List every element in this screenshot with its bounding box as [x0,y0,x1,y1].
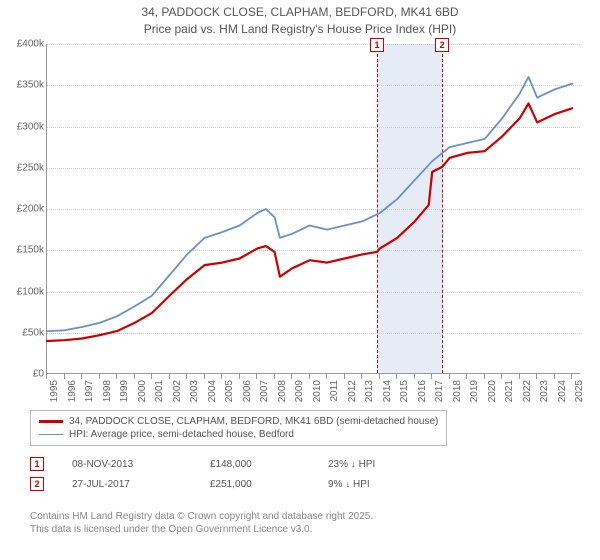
x-tick-label: 1995 [49,380,60,402]
events-row: 1 08-NOV-2013 £148,000 23% ↓ HPI [30,454,375,474]
x-tick-label: 2010 [312,380,323,402]
footer-line1: Contains HM Land Registry data © Crown c… [30,510,373,523]
x-tick-label: 2016 [417,380,428,402]
title-line1: 34, PADDOCK CLOSE, CLAPHAM, BEDFORD, MK4… [0,4,600,21]
events-row-price: £251,000 [210,479,300,490]
legend-label: 34, PADDOCK CLOSE, CLAPHAM, BEDFORD, MK4… [69,416,438,427]
x-tick-label: 2020 [487,380,498,402]
chart-title: 34, PADDOCK CLOSE, CLAPHAM, BEDFORD, MK4… [0,0,600,42]
legend-row: 34, PADDOCK CLOSE, CLAPHAM, BEDFORD, MK4… [39,415,438,428]
y-tick-label: £250k [17,162,44,173]
y-tick-label: £150k [17,245,44,256]
footer-line2: This data is licensed under the Open Gov… [30,523,373,536]
x-tick-label: 2014 [382,380,393,402]
x-tick [571,374,572,379]
x-tick [99,374,100,379]
x-tick [396,374,397,379]
x-tick-label: 2005 [224,380,235,402]
x-tick [379,374,380,379]
events-row-price: £148,000 [210,459,300,470]
events-row-date: 27-JUL-2017 [72,479,182,490]
legend-swatch [39,434,63,436]
x-tick [81,374,82,379]
x-tick [46,374,47,379]
events-row-date: 08-NOV-2013 [72,459,182,470]
x-tick [169,374,170,379]
x-tick [326,374,327,379]
y-tick-label: £350k [17,80,44,91]
x-tick-label: 1999 [119,380,130,402]
x-tick-label: 2007 [259,380,270,402]
x-tick-label: 2004 [207,380,218,402]
legend-swatch [39,420,63,423]
events-row-badge: 1 [30,457,44,471]
x-tick-label: 2012 [347,380,358,402]
legend-row: HPI: Average price, semi-detached house,… [39,428,438,441]
events-row-delta: 23% ↓ HPI [328,459,375,470]
x-tick [554,374,555,379]
x-tick [466,374,467,379]
y-tick-label: £200k [17,204,44,215]
y-tick-label: £100k [17,286,44,297]
x-tick-label: 2021 [504,380,515,402]
x-tick-label: 2003 [189,380,200,402]
x-tick [344,374,345,379]
x-tick-label: 2018 [452,380,463,402]
events-row-badge: 2 [30,477,44,491]
x-tick [151,374,152,379]
x-tick-label: 2017 [434,380,445,402]
x-tick-label: 1996 [67,380,78,402]
x-tick [536,374,537,379]
footer-attribution: Contains HM Land Registry data © Crown c… [30,510,373,536]
y-tick-label: £50k [22,327,44,338]
x-tick [431,374,432,379]
x-tick [361,374,362,379]
x-tick-label: 2000 [137,380,148,402]
x-tick [501,374,502,379]
x-tick [484,374,485,379]
chart-plot-area: 12 [46,44,580,374]
x-tick [239,374,240,379]
x-tick [116,374,117,379]
x-tick [186,374,187,379]
x-tick-label: 1997 [84,380,95,402]
x-tick [134,374,135,379]
x-tick [519,374,520,379]
x-tick [309,374,310,379]
x-tick-label: 2025 [574,380,585,402]
x-tick-label: 2024 [557,380,568,402]
x-tick-label: 2011 [329,380,340,402]
line-plot-svg [47,44,581,374]
legend-label: HPI: Average price, semi-detached house,… [69,429,294,440]
legend: 34, PADDOCK CLOSE, CLAPHAM, BEDFORD, MK4… [30,410,447,446]
x-tick-label: 2013 [364,380,375,402]
x-tick [204,374,205,379]
x-tick [291,374,292,379]
y-tick-label: £400k [17,39,44,50]
x-tick [256,374,257,379]
x-tick-label: 2002 [172,380,183,402]
series-hpi [47,77,572,331]
x-tick [414,374,415,379]
x-tick-label: 1998 [102,380,113,402]
series-price_paid [47,103,572,341]
x-tick [449,374,450,379]
x-tick-label: 2008 [277,380,288,402]
y-tick-label: £0 [33,369,44,380]
events-row: 2 27-JUL-2017 £251,000 9% ↓ HPI [30,474,375,494]
x-tick [221,374,222,379]
x-tick-label: 2019 [469,380,480,402]
x-tick-label: 2015 [399,380,410,402]
y-tick-label: £300k [17,121,44,132]
x-tick [64,374,65,379]
events-row-delta: 9% ↓ HPI [328,479,370,490]
x-tick [274,374,275,379]
title-line2: Price paid vs. HM Land Registry's House … [0,21,600,38]
x-tick-label: 2023 [539,380,550,402]
x-tick-label: 2009 [294,380,305,402]
x-tick-label: 2001 [154,380,165,402]
x-tick-label: 2006 [242,380,253,402]
x-tick-label: 2022 [522,380,533,402]
events-table: 1 08-NOV-2013 £148,000 23% ↓ HPI 2 27-JUL-201… [30,454,375,494]
